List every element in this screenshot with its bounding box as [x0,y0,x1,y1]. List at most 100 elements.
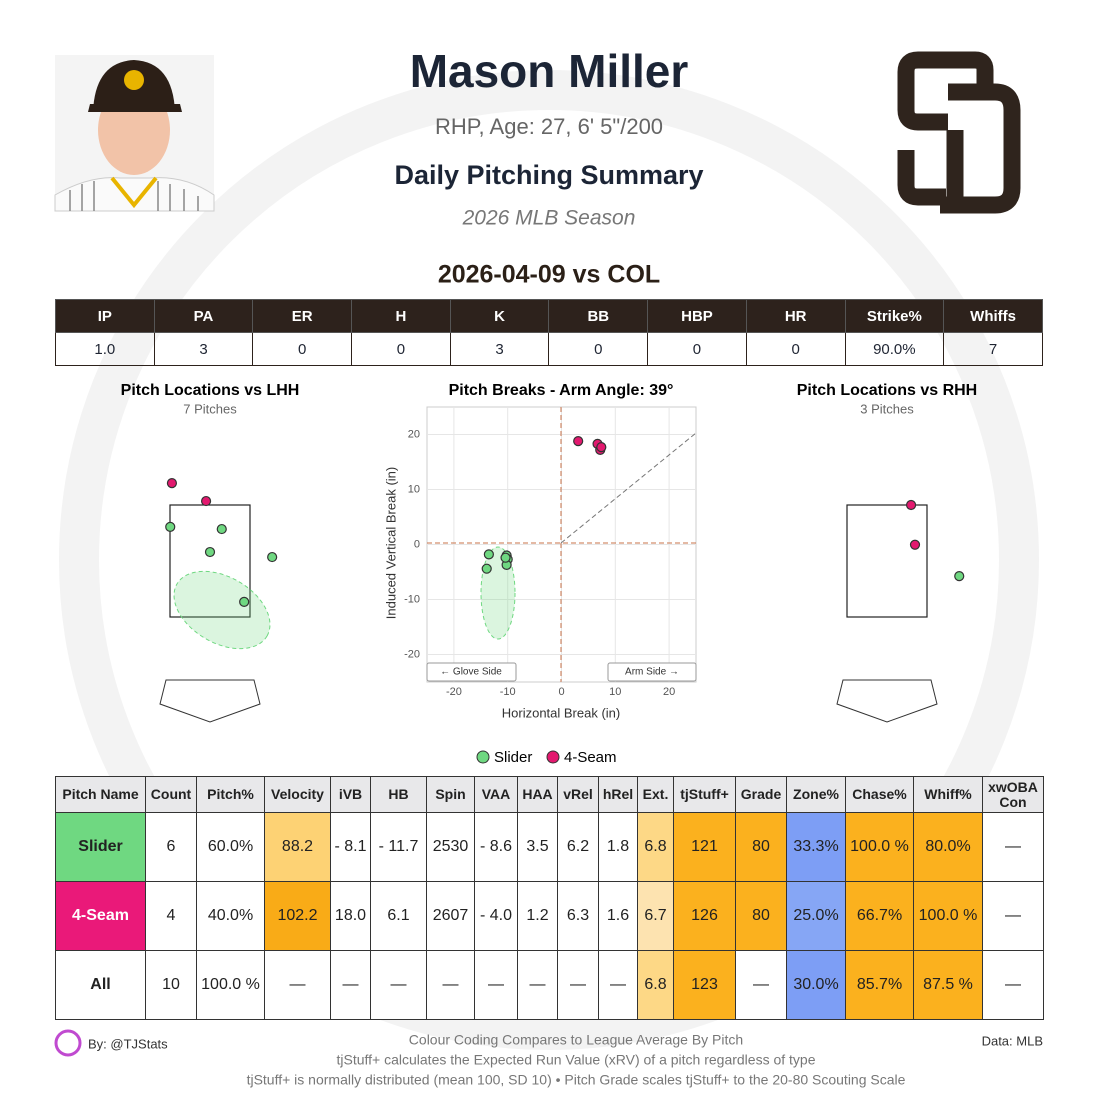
table-cell: 2530 [426,812,475,882]
table-cell: 1.8 [598,812,638,882]
pitch-point [267,551,278,563]
table-cell: — [557,950,599,1020]
table-cell: 80 [735,812,787,882]
player-name: Mason Miller [410,45,689,97]
player-photo [54,55,215,212]
pitch-table: Pitch Name Count Pitch% Velocity iVB HB Spin VA… [55,776,1044,1020]
pitch-point [204,546,216,558]
table-cell: 6.8 [637,950,674,1020]
game-line: 2026-04-09 vs COL [438,261,660,289]
annotation: Arm Side → [625,667,679,678]
pitch-point [500,552,511,563]
table-cell: 25.0% [786,881,846,951]
pitch-row: Slider 6 60.0% 88.2- 8.1- 11.7 2530- 8.6 3.5 6… [55,812,1044,882]
table-cell: 80 [735,881,787,951]
table-cell: 85.7% [845,950,914,1020]
table-cell: 3.5 [517,812,558,882]
table-cell: 10 [145,950,197,1020]
table-cell: 100.0 % [845,812,914,882]
table-cell: — [474,950,518,1020]
table-cell: — [370,950,427,1020]
table-cell: 1.2 [517,881,558,951]
stat-value: 0 [647,332,747,366]
pitch-point [905,499,917,511]
table-cell: 6.7 [637,881,674,951]
table-cell: — [264,950,331,1020]
chart-title: Pitch Locations vs LHH [121,382,300,399]
table-cell: — [598,950,638,1020]
stat-value: 7 [943,332,1043,366]
stat-value: 3 [153,332,254,366]
table-cell: 88.2 [264,812,331,882]
table-cell: — [982,812,1044,882]
pitch-row: All 10 100.0 % — — — — — — — —6.8 123—30.0% 85.7% 87.… [55,950,1044,1020]
legend-label: 4-Seam [564,749,617,766]
table-cell: — [330,950,371,1020]
column-header: HR [745,299,846,333]
column-header: Ext. [637,776,674,813]
header-row: Pitch Name Count Pitch% Velocity iVB HB Spin VA… [55,776,1044,813]
table-cell: 40.0% [196,881,265,951]
home-plate [836,679,938,723]
strike-zone [169,504,251,618]
table-cell: — [426,950,475,1020]
pitch-point [166,478,178,489]
table-cell: 4 [145,881,197,951]
y-tick-label: 0 [414,538,420,550]
table-cell: 1.6 [598,881,638,951]
pitch-point [596,442,607,453]
stat-value: 0 [351,332,451,366]
table-cell: - 8.6 [474,812,518,882]
table-cell: 100.0 % [196,950,265,1020]
pitch-name: All [55,950,146,1020]
summary-table: IP PA ER H K BB HBP HR Strike% Whiffs 1.0 3 0 0 3 0 0 0 90… [55,299,1043,366]
legend-label: Slider [494,749,532,766]
column-header: hRel [598,776,638,813]
table-cell: - 11.7 [370,812,427,882]
table-cell: 87.5 % [913,950,983,1020]
x-tick-label: 20 [663,686,675,698]
annotation-box [607,662,697,682]
value-row: 1.0 3 0 0 3 0 0 0 90.0% 7 [55,332,1043,366]
table-cell: — [982,950,1044,1020]
table-cell: 123 [673,950,736,1020]
table-cell: 6.1 [370,881,427,951]
y-axis-label: Induced Vertical Break (in) [383,467,398,619]
column-header: Spin [426,776,475,813]
column-header: IP [55,299,155,333]
chart-subtitle: 7 Pitches [183,401,237,416]
table-cell: 6.3 [557,881,599,951]
column-header: HB [370,776,427,813]
season: 2026 MLB Season [462,207,636,230]
report-title: Daily Pitching Summary [394,160,703,190]
column-header: Strike% [844,299,945,333]
pitch-point [573,436,584,447]
column-header: VAA [474,776,518,813]
table-cell: 2607 [426,881,475,951]
credit: By: @TJStats [88,1036,168,1051]
table-cell: - 4.0 [474,881,518,951]
column-header: PA [153,299,254,333]
column-header: Chase% [845,776,914,813]
player-bio: RHP, Age: 27, 6' 5"/200 [435,114,663,139]
column-header: Pitch% [196,776,265,813]
table-cell: 126 [673,881,736,951]
table-cell: — [517,950,558,1020]
column-header: HBP [647,299,747,333]
header-row: IP PA ER H K BB HBP HR Strike% Whiffs [55,299,1043,333]
column-header: xwOBA Con [982,776,1044,813]
table-cell: 66.7% [845,881,914,951]
source: Data: MLB [982,1033,1043,1048]
column-header: Pitch Name [55,776,146,813]
column-header: Zone% [786,776,846,813]
stat-value: 3 [449,332,550,366]
column-header: H [351,299,451,333]
table-cell: 80.0% [913,812,983,882]
arm-angle-line [560,432,697,544]
y-tick-label: -20 [404,648,420,660]
home-plate [159,679,261,723]
legend-swatch [476,750,490,764]
column-header: BB [548,299,649,333]
pitch-ellipse [173,570,271,650]
footnote: Colour Coding Compares to League Average… [409,1032,743,1048]
